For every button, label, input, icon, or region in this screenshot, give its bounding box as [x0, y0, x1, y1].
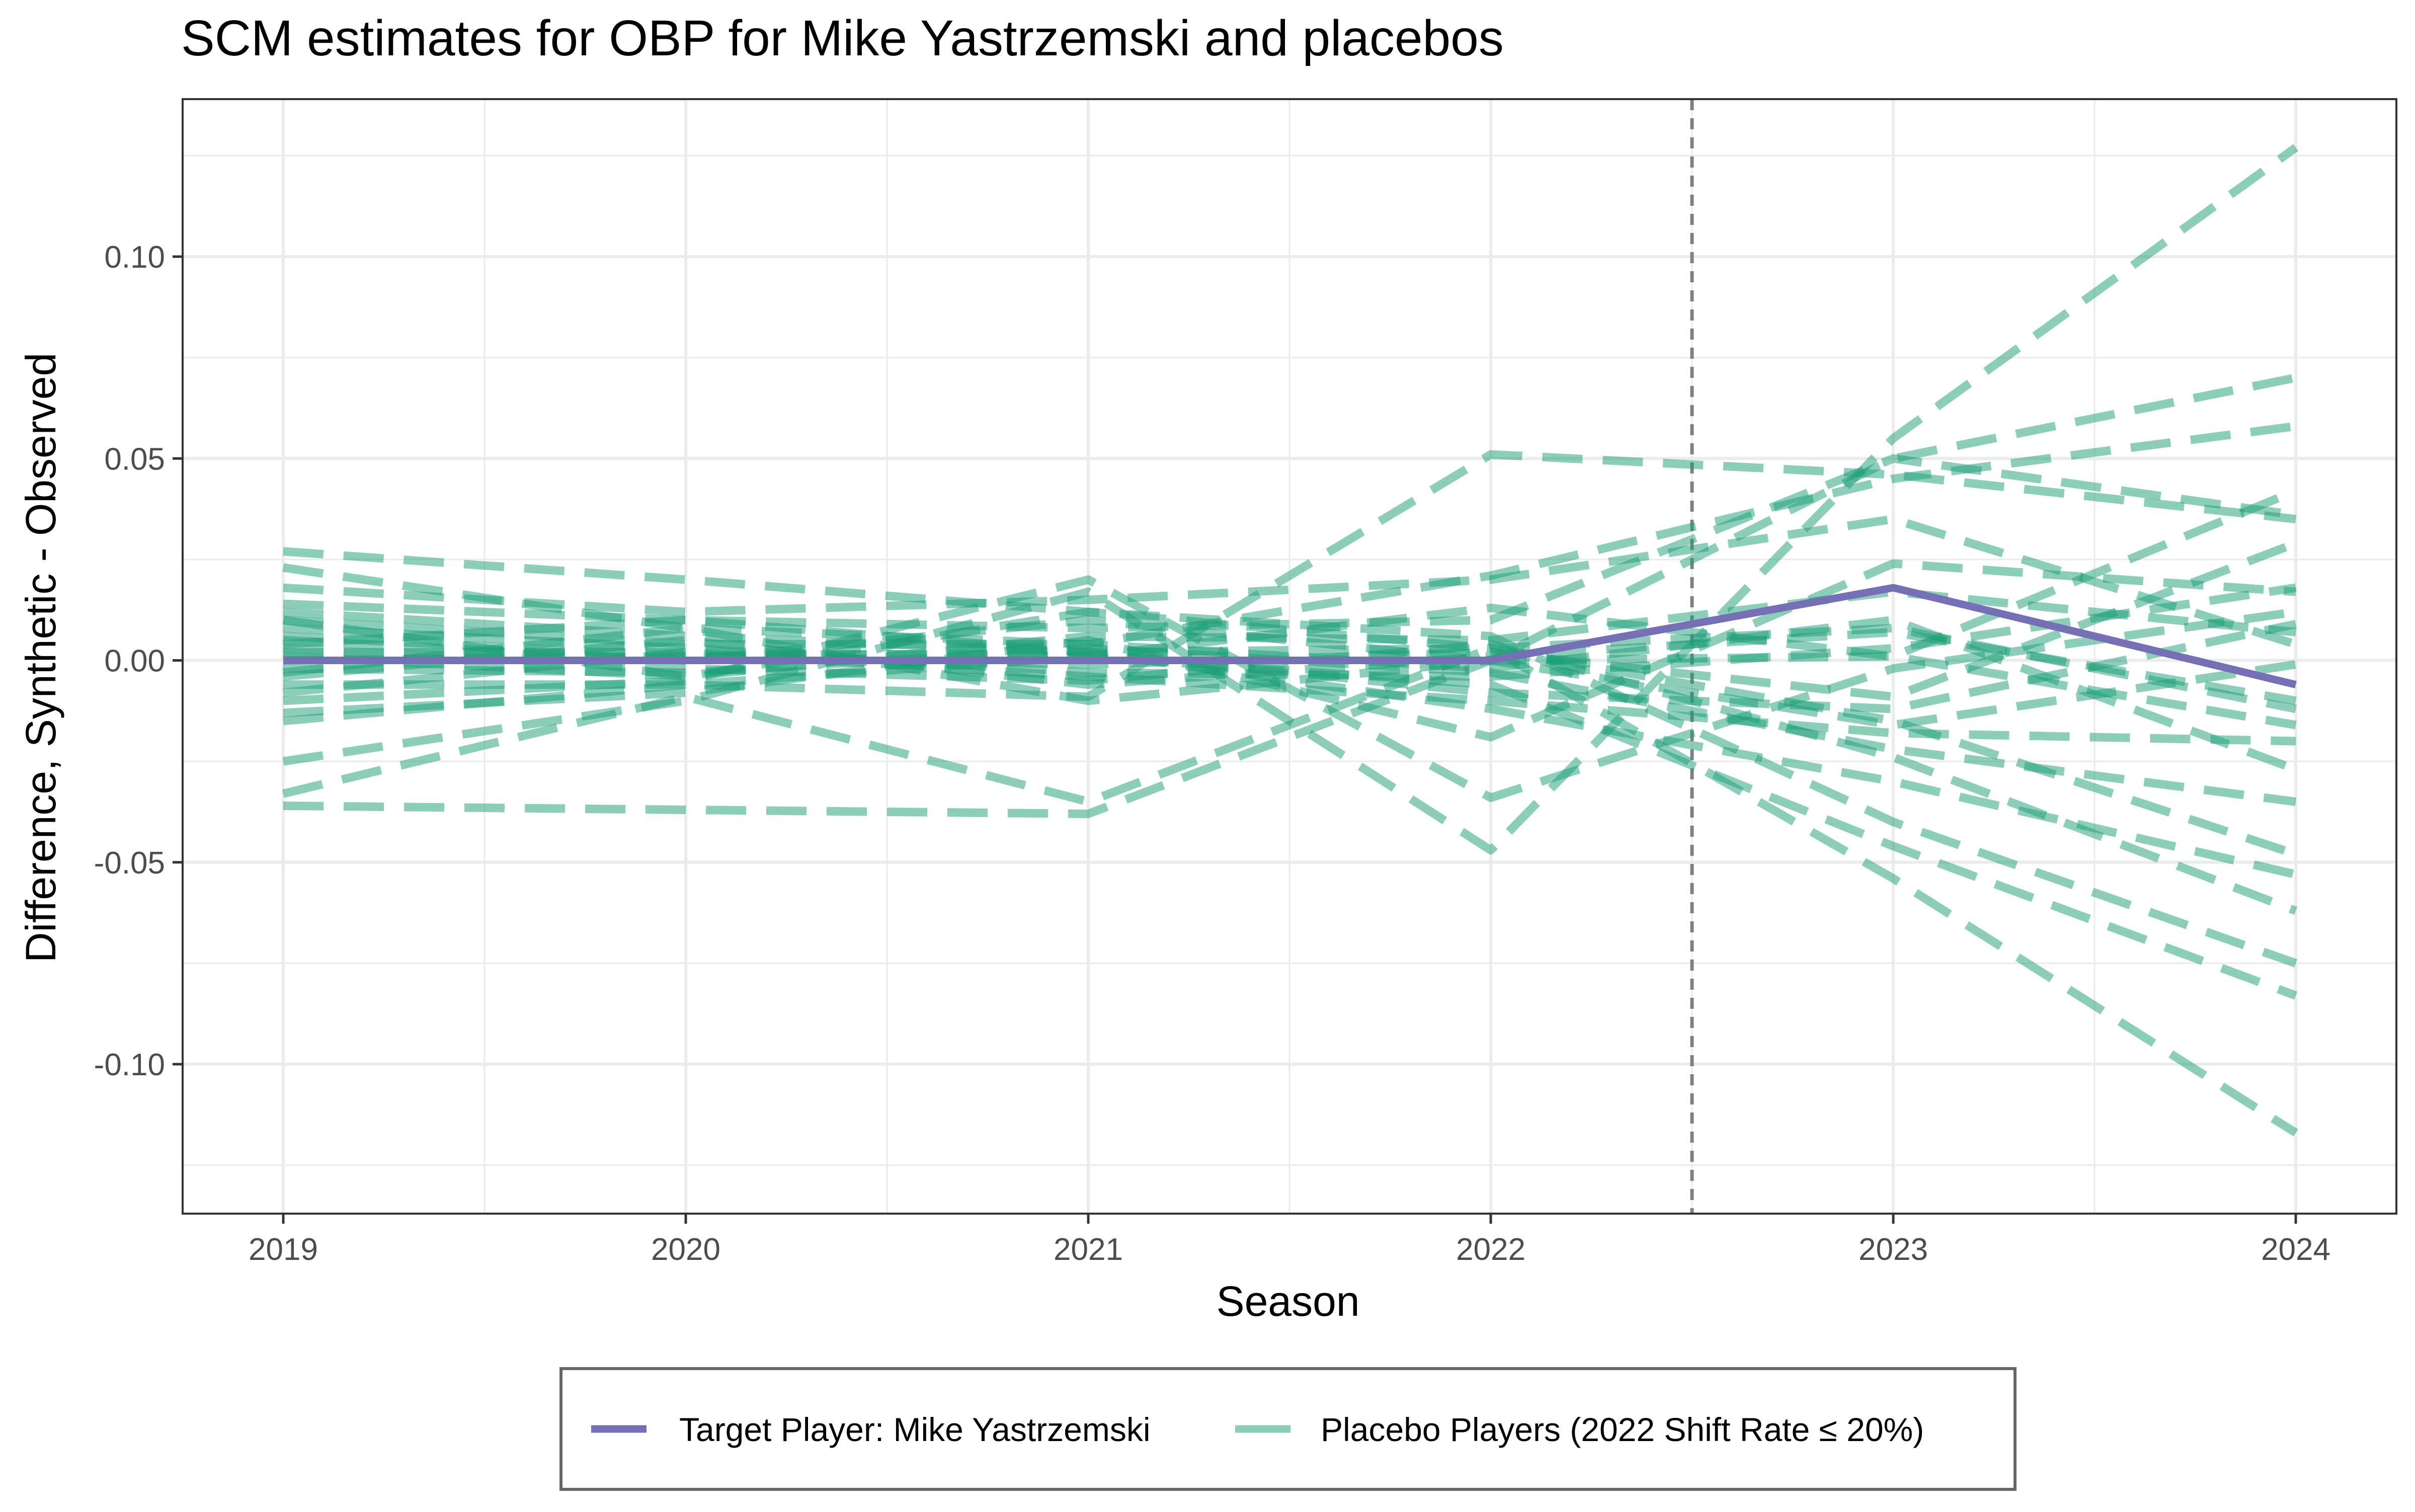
- y-tick-label: -0.10: [94, 1048, 165, 1082]
- target-series-line: [283, 584, 2297, 688]
- placebo-series-line-19: [283, 559, 2296, 742]
- legend-label-placebo: Placebo Players (2022 Shift Rate ≤ 20%): [1321, 1411, 1924, 1448]
- placebo-series-line-14: [283, 644, 2297, 806]
- chart-title: SCM estimates for OBP for Mike Yastrzems…: [181, 10, 1504, 66]
- x-tick-label: 2019: [249, 1232, 318, 1267]
- y-tick-label: 0.00: [104, 644, 165, 679]
- placebo-series-line-15: [283, 627, 2297, 705]
- placebo-series-line-18: [283, 575, 2297, 802]
- y-axis-label: Difference, Synthetic - Observed: [17, 353, 64, 963]
- placebo-series-line-11: [283, 648, 2297, 1000]
- placebo-series-line-24: [282, 607, 2297, 968]
- x-tick-label: 2020: [651, 1232, 720, 1267]
- placebo-series-line-20: [283, 450, 2296, 726]
- x-axis-label: Season: [1217, 1278, 1360, 1325]
- placebo-series-line-4: [283, 454, 2297, 632]
- grid-layer: [183, 99, 2396, 1214]
- x-tick-label: 2021: [1054, 1232, 1123, 1267]
- plot-panel-border: [182, 98, 2397, 1215]
- placebo-series-line-1: [283, 547, 2297, 858]
- y-tick-label: 0.05: [104, 442, 165, 476]
- y-tick-label: 0.10: [104, 240, 165, 275]
- x-tick-label: 2024: [2261, 1232, 2330, 1267]
- x-tick-label: 2023: [1859, 1232, 1928, 1267]
- legend-label-target: Target Player: Mike Yastrzemski: [679, 1411, 1151, 1448]
- legend: Target Player: Mike Yastrzemski Placebo …: [559, 1367, 2017, 1491]
- placebo-series-line-23: [283, 373, 2297, 818]
- placebo-series-line-26: [283, 615, 2297, 879]
- x-tick-label: 2022: [1456, 1232, 1525, 1267]
- axis-layer: -0.10 -0.05 0.00 0.05 0.10 2019 2020 2021 2022 20…: [94, 240, 2330, 1267]
- placebo-series-line-25: [283, 623, 2297, 730]
- y-tick-label: -0.05: [94, 846, 165, 881]
- placebo-series-line-22: [282, 644, 2298, 1137]
- placebo-series-line-3: [283, 515, 2297, 649]
- placebo-series-line-6: [283, 615, 2297, 774]
- target-series-layer: [283, 584, 2297, 688]
